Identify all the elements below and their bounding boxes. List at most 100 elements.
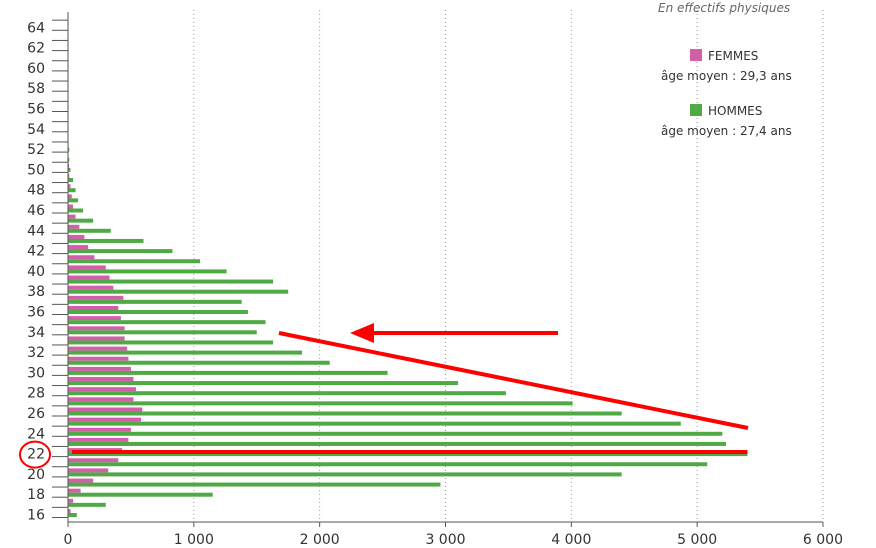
slope-line	[278, 331, 749, 430]
bar-hommes	[68, 157, 70, 162]
y-tick-label: 34	[27, 325, 45, 341]
bar-hommes	[68, 462, 708, 467]
bar-femmes	[68, 427, 131, 432]
y-tick-label: 58	[27, 81, 45, 97]
x-tick-label: 1 000	[174, 532, 214, 548]
bar-femmes	[68, 478, 94, 483]
bar-femmes	[68, 224, 80, 229]
bar-hommes	[68, 441, 727, 446]
y-tick-label: 42	[27, 244, 45, 260]
circled-tick-annotation	[19, 440, 51, 469]
bar-femmes	[68, 377, 134, 382]
bar-hommes	[68, 381, 459, 386]
y-tick-label: 52	[27, 142, 45, 158]
bar-hommes	[68, 188, 76, 193]
x-tick-label: 4 000	[551, 532, 591, 548]
bar-femmes	[68, 194, 72, 199]
bar-femmes	[68, 275, 110, 280]
legend-femmes-label: FEMMES	[708, 49, 758, 63]
x-tick-label: 0	[64, 532, 73, 548]
x-tick-label: 2 000	[300, 532, 340, 548]
bar-femmes	[68, 346, 128, 351]
y-tick-label: 64	[27, 20, 45, 36]
legend-hommes-swatch	[690, 104, 702, 116]
bar-femmes	[68, 468, 109, 473]
bar-hommes	[68, 340, 274, 345]
bar-hommes	[68, 330, 257, 335]
bar-femmes	[68, 387, 136, 392]
bar-femmes	[68, 295, 124, 300]
chart-subtitle: En effectifs physiques	[658, 1, 790, 15]
bar-femmes	[68, 509, 71, 513]
y-tick-label: 18	[27, 487, 45, 503]
legend-hommes-label: HOMMES	[708, 104, 762, 118]
y-tick-label: 36	[27, 305, 45, 321]
y-tick-label: 20	[27, 467, 45, 483]
y-tick-label: 40	[27, 264, 45, 280]
y-tick-label: 46	[27, 203, 45, 219]
bar-hommes	[68, 452, 748, 457]
y-tick-label: 26	[27, 406, 45, 422]
bar-femmes	[68, 204, 74, 209]
bar-hommes	[68, 228, 111, 233]
bar-hommes	[68, 289, 289, 294]
y-tick-label: 56	[27, 102, 45, 118]
x-tick-label: 6 000	[803, 532, 843, 548]
bar-femmes	[68, 184, 71, 189]
y-tick-label: 48	[27, 183, 45, 199]
bar-hommes	[68, 299, 242, 304]
bar-hommes	[68, 208, 84, 213]
y-tick-label: 28	[27, 386, 45, 402]
bar-hommes	[68, 310, 248, 314]
bar-hommes	[68, 238, 144, 243]
bar-hommes	[68, 218, 94, 223]
bar-hommes	[68, 320, 266, 325]
bar-femmes	[68, 255, 95, 260]
bar-hommes	[68, 421, 681, 426]
bar-hommes	[68, 370, 388, 375]
bar-femmes	[68, 306, 119, 310]
bar-hommes	[68, 472, 622, 477]
bar-femmes	[68, 488, 81, 493]
bar-femmes	[68, 285, 114, 290]
bar-femmes	[68, 458, 119, 463]
y-tick-label: 50	[27, 162, 45, 178]
y-tick-label: 32	[27, 345, 45, 361]
bar-hommes	[68, 198, 79, 203]
x-tick-label: 3 000	[425, 532, 465, 548]
legend-femmes-note: âge moyen : 29,3 ans	[661, 69, 792, 83]
bars	[68, 147, 748, 517]
bar-hommes	[68, 350, 303, 355]
bar-femmes	[68, 417, 141, 422]
bar-hommes	[68, 513, 77, 517]
bar-hommes	[68, 249, 173, 254]
y-tick-label: 44	[27, 223, 45, 239]
bar-femmes	[68, 326, 125, 331]
y-tick-label: 22	[27, 447, 45, 463]
bar-hommes	[68, 391, 506, 396]
bar-femmes	[68, 214, 76, 219]
bar-femmes	[68, 316, 121, 321]
bar-hommes	[68, 431, 723, 436]
y-tick-label: 16	[27, 508, 45, 524]
bar-hommes	[68, 502, 106, 507]
bar-hommes	[68, 167, 71, 172]
bar-hommes	[68, 279, 274, 284]
bar-femmes	[68, 245, 89, 250]
grid	[193, 10, 824, 522]
bar-femmes	[68, 397, 134, 402]
x-axis: 0 1 000 2 000 3 000 4 000 5 000 6 000	[64, 521, 843, 548]
y-tick-label: 62	[27, 41, 45, 57]
bar-hommes	[68, 259, 201, 264]
bar-hommes	[68, 178, 74, 183]
legend-hommes-note: âge moyen : 27,4 ans	[661, 124, 792, 138]
legend: FEMMES âge moyen : 29,3 ans HOMMES âge m…	[661, 49, 792, 138]
bar-femmes	[68, 356, 129, 361]
x-tick-label: 5 000	[677, 532, 717, 548]
y-tick-label: 60	[27, 61, 45, 77]
y-tick-label: 54	[27, 122, 45, 138]
bar-femmes	[68, 174, 70, 179]
y-tick-label: 38	[27, 284, 45, 300]
bar-hommes	[68, 269, 227, 274]
